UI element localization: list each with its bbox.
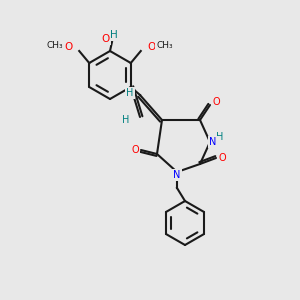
- Text: O: O: [131, 145, 139, 155]
- Text: O: O: [64, 42, 72, 52]
- Text: O: O: [212, 97, 220, 107]
- Text: H: H: [110, 30, 118, 40]
- Text: N: N: [173, 170, 181, 180]
- Text: CH₃: CH₃: [157, 41, 173, 50]
- Text: H: H: [126, 88, 134, 98]
- Text: O: O: [218, 153, 226, 163]
- Text: O: O: [102, 34, 110, 44]
- Text: O: O: [148, 42, 156, 52]
- Text: H: H: [216, 132, 224, 142]
- Text: N: N: [209, 137, 217, 147]
- Text: H: H: [122, 115, 130, 125]
- Text: CH₃: CH₃: [47, 41, 64, 50]
